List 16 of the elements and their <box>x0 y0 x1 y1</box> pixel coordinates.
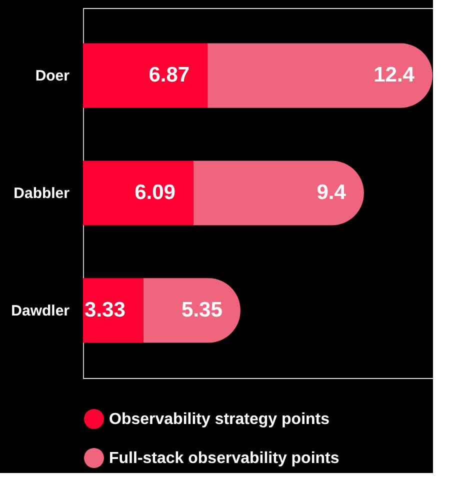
bar <box>83 278 144 343</box>
legend-label: Full-stack observability points <box>109 450 340 467</box>
y-tick-label: Dabbler <box>14 185 70 202</box>
y-tick-label: Dawdler <box>11 302 70 320</box>
bar <box>83 160 194 226</box>
bar <box>208 43 432 108</box>
data-label: 6.09 <box>134 181 176 204</box>
data-label: 3.33 <box>84 298 126 322</box>
bar <box>83 43 208 108</box>
legend-label: Observability strategy points <box>109 411 330 428</box>
data-label: 5.35 <box>182 298 223 322</box>
y-tick-label: Doer <box>35 68 70 85</box>
data-label: 12.4 <box>374 64 415 87</box>
data-label: 6.87 <box>148 64 190 87</box>
bar <box>193 160 364 226</box>
data-label: 9.4 <box>316 181 346 204</box>
